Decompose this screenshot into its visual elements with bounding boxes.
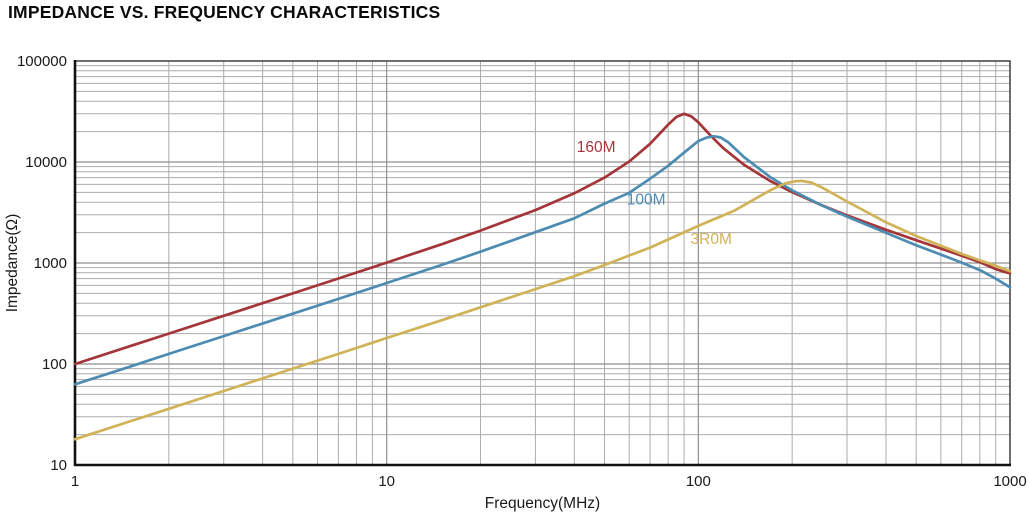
x-tick-label: 1 (71, 473, 79, 490)
series-label-3R0M: 3R0M (691, 231, 732, 248)
series-curve-160M (73, 112, 1012, 366)
x-tick-label: 1000 (993, 473, 1026, 490)
series-curve-100M (73, 134, 1012, 386)
y-tick-label: 10000 (25, 154, 67, 171)
y-axis-title: Impedance(Ω) (4, 214, 21, 313)
y-tick-label: 100 (42, 356, 67, 373)
chart-title: IMPEDANCE VS. FREQUENCY CHARACTERISTICS (8, 2, 441, 22)
series-label-160M: 160M (577, 139, 616, 156)
x-tick-label: 10 (378, 473, 395, 490)
y-tick-label: 1000 (34, 255, 67, 272)
x-axis-title: Frequency(MHz) (485, 495, 600, 512)
series-label-100M: 100M (627, 191, 666, 208)
x-tick-label: 100 (686, 473, 711, 490)
y-tick-label: 100000 (17, 53, 67, 70)
series-curve-3R0M (73, 179, 1012, 441)
y-tick-label: 10 (50, 457, 67, 474)
